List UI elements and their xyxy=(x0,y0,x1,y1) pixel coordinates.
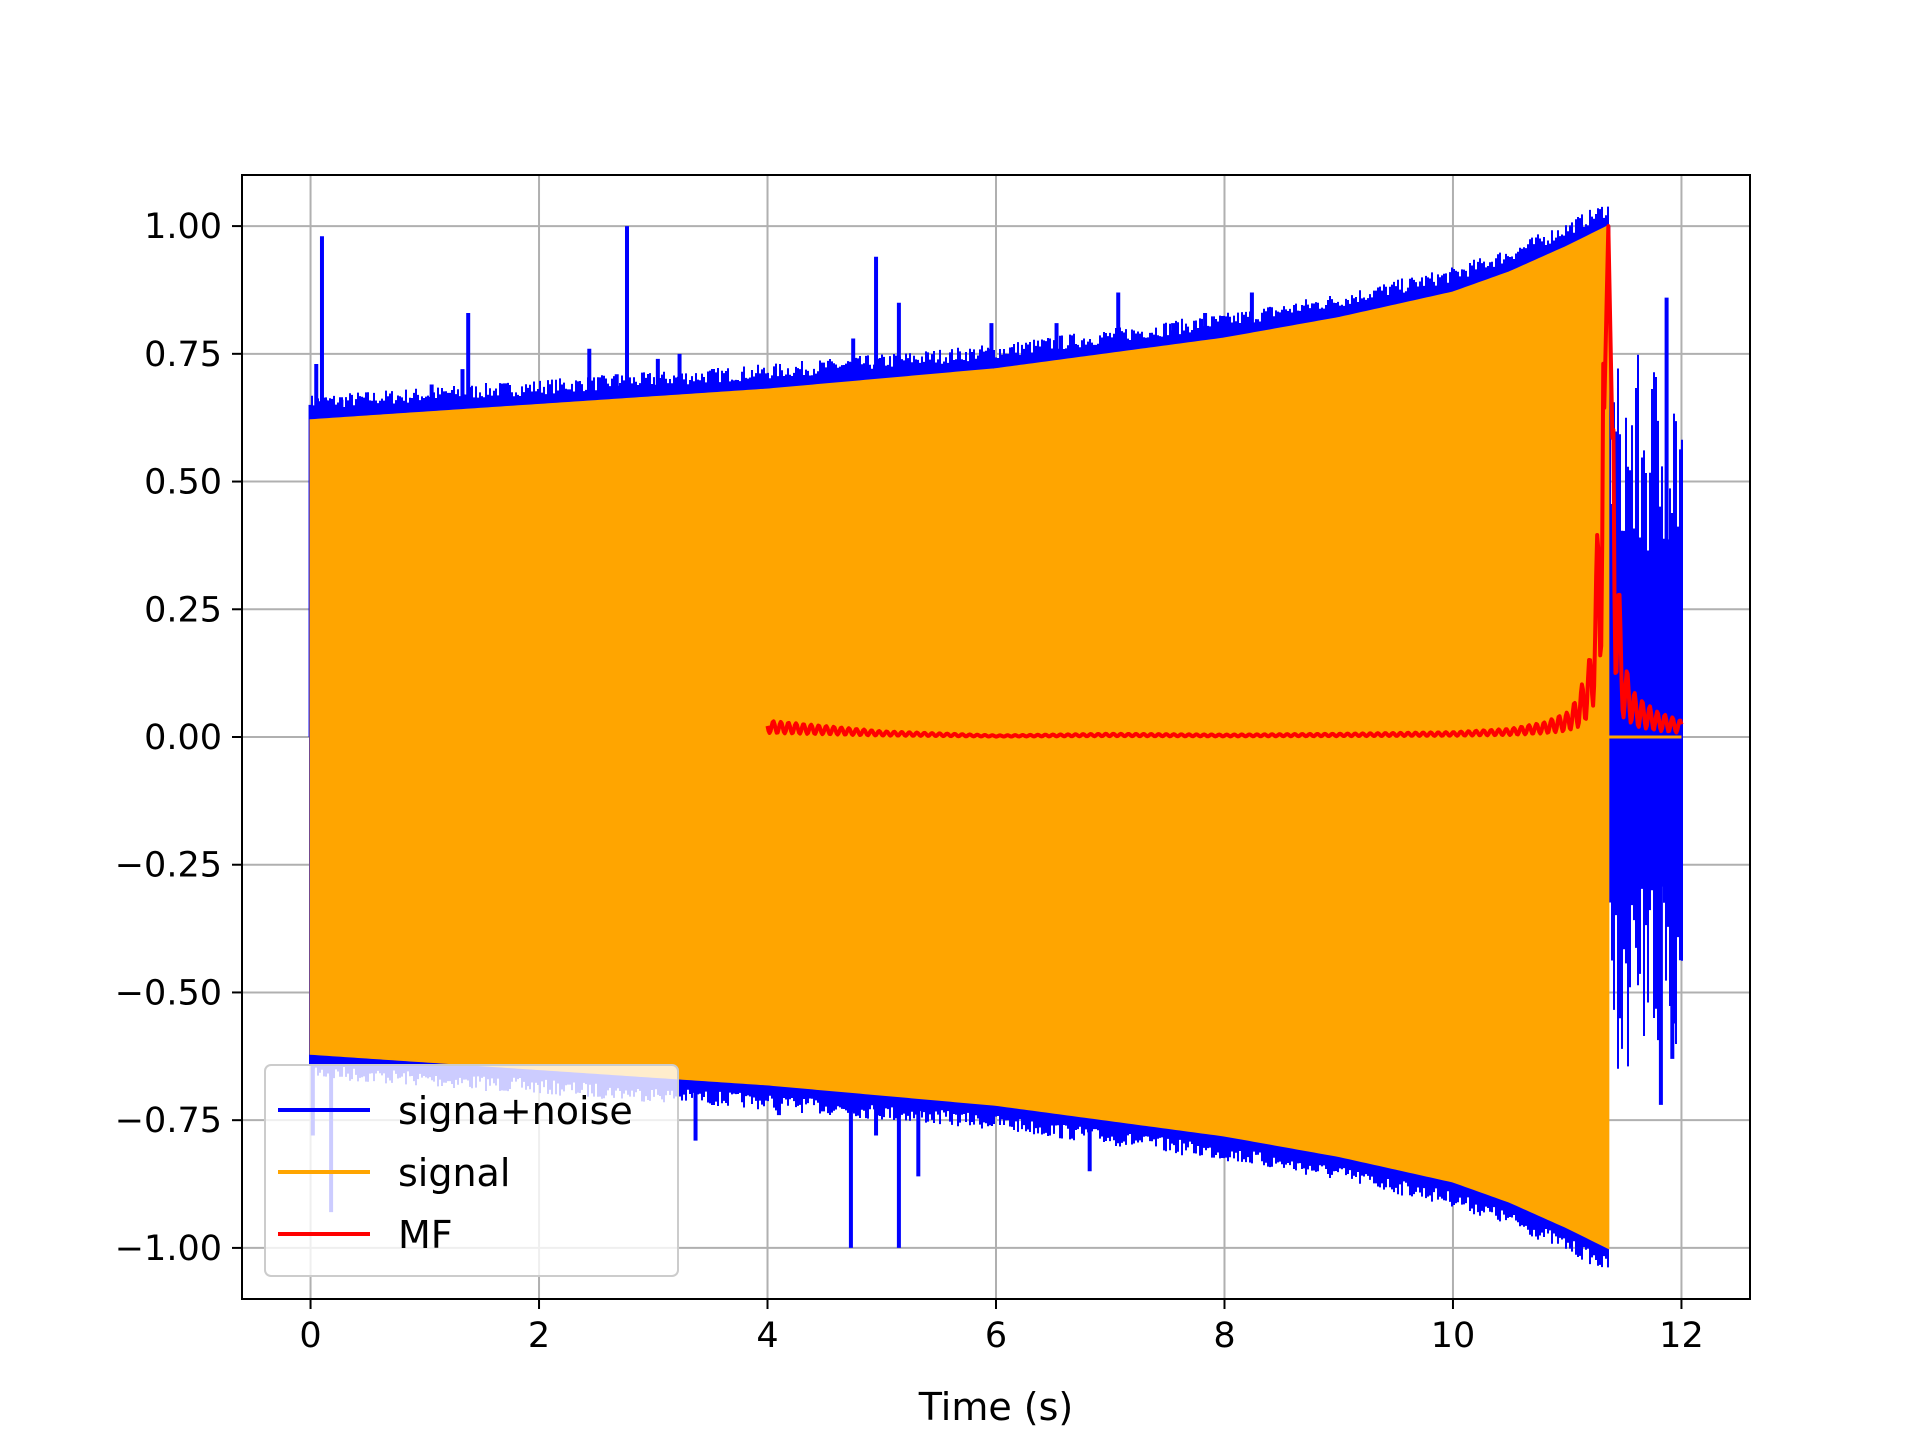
legend-box xyxy=(264,1064,679,1277)
legend: signa+noise signal MF xyxy=(264,1064,679,1277)
y-axis-ticks: 1.00 0.75 0.50 0.25 0.00 −0.25 −0.50 −0.75 −1.00 xyxy=(115,207,242,1269)
y-tick-label: −0.25 xyxy=(115,846,222,886)
x-tick-label: 12 xyxy=(1659,1316,1704,1356)
x-tick-label: 4 xyxy=(756,1316,778,1356)
x-axis-label: Time (s) xyxy=(918,1385,1074,1429)
series-layer xyxy=(308,206,1684,1268)
mf-line xyxy=(765,224,1684,739)
y-tick-label: −0.75 xyxy=(115,1101,222,1141)
series-mf xyxy=(765,224,1684,739)
x-tick-label: 6 xyxy=(985,1316,1007,1356)
legend-label-signal-noise: signa+noise xyxy=(398,1089,633,1133)
y-tick-label: 0.25 xyxy=(144,590,222,630)
y-tick-label: 0.50 xyxy=(144,463,222,503)
x-tick-label: 10 xyxy=(1431,1316,1476,1356)
legend-label-signal: signal xyxy=(398,1151,510,1195)
x-tick-label: 8 xyxy=(1213,1316,1235,1356)
y-tick-label: 0.75 xyxy=(144,335,222,375)
y-tick-label: −0.50 xyxy=(115,973,222,1013)
legend-label-mf: MF xyxy=(398,1213,453,1257)
x-tick-label: 0 xyxy=(299,1316,321,1356)
y-tick-label: 0.00 xyxy=(144,718,222,758)
x-tick-label: 2 xyxy=(528,1316,550,1356)
y-tick-label: −1.00 xyxy=(115,1229,222,1269)
y-tick-label: 1.00 xyxy=(144,207,222,247)
x-axis-ticks: 0 2 4 6 8 10 12 xyxy=(299,1299,1704,1356)
